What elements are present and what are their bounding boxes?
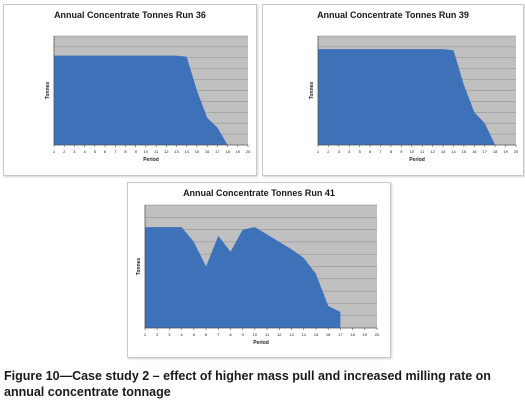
x-tick-label: 17: [483, 149, 488, 154]
x-tick-label: 13: [174, 149, 179, 154]
x-tick-label: 16: [205, 149, 210, 154]
x-tick-label: 4: [181, 332, 184, 337]
x-tick-label: 16: [326, 332, 331, 337]
x-tick-label: 20: [514, 149, 519, 154]
x-tick-label: 11: [420, 149, 425, 154]
x-tick-label: 9: [400, 149, 403, 154]
x-tick-label: 5: [94, 149, 97, 154]
x-tick-label: 14: [451, 149, 456, 154]
y-axis-label: Tonnes: [309, 82, 315, 100]
chart-title: Annual Concentrate Tonnes Run 36: [54, 10, 206, 20]
x-tick-label: 6: [104, 149, 107, 154]
x-tick-label: 11: [265, 332, 270, 337]
x-tick-label: 5: [193, 332, 196, 337]
x-tick-label: 1: [317, 149, 320, 154]
figure-caption: Figure 10—Case study 2 – effect of highe…: [4, 369, 491, 399]
x-tick-label: 18: [225, 149, 230, 154]
x-tick-label: 13: [289, 332, 294, 337]
x-tick-label: 12: [277, 332, 282, 337]
x-tick-label: 18: [350, 332, 355, 337]
chart-panel-run-39: Annual Concentrate Tonnes Run 39 1 2 3 4 5 6 7 8…: [262, 4, 524, 176]
x-tick-label: 3: [338, 149, 341, 154]
x-tick-label: 14: [185, 149, 190, 154]
x-tick-label: 17: [338, 332, 343, 337]
x-tick-label: 14: [302, 332, 307, 337]
x-tick-label: 10: [410, 149, 415, 154]
x-tick-label: 8: [124, 149, 127, 154]
x-tick-label: 3: [73, 149, 76, 154]
x-tick-label: 12: [164, 149, 169, 154]
x-tick-label: 8: [229, 332, 232, 337]
x-tick-label: 10: [253, 332, 258, 337]
x-tick-label: 5: [359, 149, 362, 154]
x-tick-label: 3: [168, 332, 171, 337]
x-tick-label: 10: [144, 149, 149, 154]
concentrate-area: [54, 55, 228, 145]
x-tick-label: 1: [53, 149, 56, 154]
x-tick-label: 9: [135, 149, 138, 154]
x-tick-label: 7: [379, 149, 382, 154]
x-tick-label: 8: [390, 149, 393, 154]
x-tick-label: 13: [441, 149, 446, 154]
concentrate-area: [145, 227, 341, 328]
x-tick-label: 4: [348, 149, 351, 154]
x-tick-label: 17: [215, 149, 220, 154]
x-tick-label: 15: [462, 149, 467, 154]
concentrate-area: [318, 49, 496, 145]
x-tick-label: 6: [369, 149, 372, 154]
x-tick-label: 19: [503, 149, 508, 154]
x-tick-label: 16: [472, 149, 477, 154]
chart-title: Annual Concentrate Tonnes Run 39: [317, 10, 469, 20]
chart-title: Annual Concentrate Tonnes Run 41: [183, 188, 335, 198]
chart-run-41: Annual Concentrate Tonnes Run 411 2 3 4 5 6 7 8…: [136, 188, 380, 346]
chart-panel-run-36: Annual Concentrate Tonnes Run 36 1 2 3 4 5 6 7 8…: [3, 4, 257, 176]
x-tick-label: 12: [430, 149, 435, 154]
y-axis-label: Tonnes: [45, 82, 51, 100]
x-tick-label: 6: [205, 332, 208, 337]
x-tick-label: 7: [114, 149, 117, 154]
x-tick-label: 2: [156, 332, 159, 337]
x-axis-label: Period: [143, 157, 159, 163]
chart-run-39: Annual Concentrate Tonnes Run 391 2 3 4 5 6 7 8…: [309, 10, 519, 163]
x-tick-label: 11: [154, 149, 159, 154]
x-tick-label: 20: [375, 332, 380, 337]
x-tick-label: 4: [84, 149, 87, 154]
x-tick-label: 9: [242, 332, 245, 337]
x-tick-label: 19: [236, 149, 241, 154]
x-tick-label: 18: [493, 149, 498, 154]
x-tick-label: 2: [327, 149, 330, 154]
x-tick-label: 20: [246, 149, 251, 154]
x-axis-label: Period: [253, 340, 269, 346]
x-tick-label: 19: [363, 332, 368, 337]
x-tick-label: 1: [144, 332, 147, 337]
x-tick-label: 2: [63, 149, 66, 154]
chart-run-36: Annual Concentrate Tonnes Run 361 2 3 4 5 6 7 8…: [45, 10, 251, 163]
x-tick-label: 15: [195, 149, 200, 154]
y-axis-label: Tonnes: [136, 258, 142, 276]
chart-panel-run-41: Annual Concentrate Tonnes Run 41 1 2 3 4 5 6 7 8…: [127, 182, 391, 358]
x-axis-label: Period: [409, 157, 425, 163]
x-tick-label: 15: [314, 332, 319, 337]
x-tick-label: 7: [217, 332, 220, 337]
